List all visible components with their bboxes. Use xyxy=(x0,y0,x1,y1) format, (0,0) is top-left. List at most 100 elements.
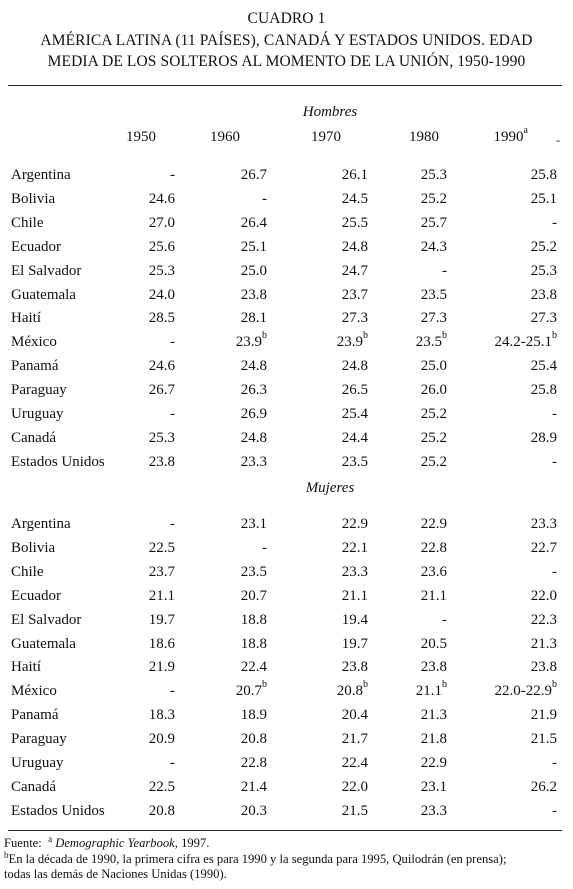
row-value-1950: 24.6 xyxy=(148,190,175,207)
row-value-1990: 22.7 xyxy=(530,539,557,556)
row-value-1960: 26.7 xyxy=(240,167,267,183)
table-row: Panamá 24.6 24.8 24.8 25.0 25.4 xyxy=(0,358,573,380)
table-row: Bolivia 24.6 - 24.5 25.2 25.1 xyxy=(0,191,573,213)
row-value-1980: 23.5b xyxy=(415,330,447,351)
footnote-marker: b xyxy=(442,679,447,691)
row-value-1970: 19.4 xyxy=(341,611,368,628)
row-country: Bolivia xyxy=(11,539,56,556)
table-row: Guatemala 18.6 18.8 19.7 20.5 21.3 xyxy=(0,636,573,658)
row-value-1950: - xyxy=(170,516,175,532)
row-country: Haití xyxy=(11,310,41,327)
row-value-1960: 25.0 xyxy=(240,262,267,279)
row-value-1980: 22.9 xyxy=(420,516,447,532)
row-value-1980: 23.1 xyxy=(420,778,447,795)
footnote-marker: b xyxy=(442,330,447,342)
row-country: Uruguay xyxy=(11,755,64,771)
row-value-1970: 22.9 xyxy=(341,516,368,532)
row-country: Paraguay xyxy=(11,382,67,399)
row-value-1970: 24.8 xyxy=(341,358,368,375)
col-header-1970: 1970 xyxy=(311,129,341,145)
row-country: México xyxy=(11,683,57,700)
table-row: Argentina - 23.1 22.9 22.9 23.3 xyxy=(0,516,573,538)
title-line-3: MEDIA DE LOS SOLTEROS AL MOMENTO DE LA U… xyxy=(47,53,526,70)
footnote-b: bEn la década de 1990, la primera cifra … xyxy=(4,849,507,866)
row-value-1970: 24.4 xyxy=(341,429,368,446)
table-row: Paraguay 20.9 20.8 21.7 21.8 21.5 xyxy=(0,731,573,753)
section-label-mujeres: Mujeres xyxy=(305,480,355,496)
row-value-1950: 23.8 xyxy=(148,453,175,470)
row-country: Uruguay xyxy=(11,406,64,422)
footnote-marker: b xyxy=(363,330,368,342)
row-value-1960: 23.8 xyxy=(240,286,267,303)
row-value-1990: - xyxy=(552,563,557,580)
row-value-1980: 22.8 xyxy=(420,539,447,556)
row-value-1950: - xyxy=(170,755,175,771)
row-value-1990: - xyxy=(552,755,557,771)
title-line-2: AMÉRICA LATINA (11 PAÍSES), CANADÁ Y EST… xyxy=(40,32,533,49)
row-value-1990: 25.3 xyxy=(530,262,557,279)
row-value-1970: 27.3 xyxy=(341,310,368,327)
row-value-1970: 21.5 xyxy=(341,802,368,819)
row-country: México xyxy=(11,334,57,351)
row-value-1990: 25.8 xyxy=(530,167,557,183)
row-value-1990: 23.3 xyxy=(530,516,557,532)
footnote-source: Fuente: a Demographic Yearbook, 1997. xyxy=(4,833,210,850)
row-country: El Salvador xyxy=(11,611,82,628)
row-value-1950: 23.7 xyxy=(148,563,175,580)
table-row: Chile 23.7 23.5 23.3 23.6 - xyxy=(0,564,573,586)
row-value-1950: 21.9 xyxy=(148,659,175,676)
footnote-marker: b xyxy=(363,679,368,691)
row-value-1980: 26.0 xyxy=(420,382,447,399)
col-header-1980: 1980 xyxy=(409,129,439,145)
row-value-1960: 23.3 xyxy=(240,453,267,470)
row-country: Bolivia xyxy=(11,190,56,207)
row-value-1980: 23.5 xyxy=(420,286,447,303)
row-value-1990: - xyxy=(552,802,557,819)
row-value-1990: 21.5 xyxy=(530,731,557,748)
row-value-1950: 20.8 xyxy=(148,802,175,819)
footnote-b-cont: todas las demás de Naciones Unidas (1990… xyxy=(4,867,227,881)
row-value-1980: 25.3 xyxy=(420,167,447,183)
row-value-1990: 25.2 xyxy=(530,238,557,255)
row-country: Chile xyxy=(11,214,44,231)
row-value-1990: 27.3 xyxy=(530,310,557,327)
row-value-1960: 26.3 xyxy=(240,382,267,399)
header-tick: - xyxy=(556,133,560,147)
table-row: El Salvador 19.7 18.8 19.4 - 22.3 xyxy=(0,612,573,634)
row-value-1960: 24.8 xyxy=(240,358,267,375)
table-row: Argentina - 26.7 26.1 25.3 25.8 xyxy=(0,167,573,189)
col-header-1960: 1960 xyxy=(210,129,240,145)
row-value-1980: 21.3 xyxy=(420,707,447,724)
table-row: Ecuador 21.1 20.7 21.1 21.1 22.0 xyxy=(0,588,573,610)
row-value-1960: 24.8 xyxy=(240,429,267,446)
row-country: Canadá xyxy=(11,429,56,446)
row-value-1980: 25.2 xyxy=(420,429,447,446)
row-value-1970: 21.7 xyxy=(341,731,368,748)
row-value-1960: 23.9b xyxy=(235,330,267,351)
row-country: Guatemala xyxy=(11,635,76,652)
row-value-1990: 24.2-25.1b xyxy=(494,330,558,351)
row-value-1980: 21.1 xyxy=(420,587,447,604)
row-value-1950: 18.3 xyxy=(148,707,175,724)
row-value-1950: 25.3 xyxy=(148,262,175,279)
row-value-1950: 24.0 xyxy=(148,286,175,303)
row-country: Paraguay xyxy=(11,731,67,748)
row-value-1960: 21.4 xyxy=(240,778,267,795)
row-country: Ecuador xyxy=(11,238,61,255)
title-line-1: CUADRO 1 xyxy=(247,10,326,27)
row-value-1980: 27.3 xyxy=(420,310,447,327)
row-value-1950: 25.6 xyxy=(148,238,175,255)
row-value-1970: 26.5 xyxy=(341,382,368,399)
row-value-1950: - xyxy=(170,406,175,422)
table-row: Panamá 18.3 18.9 20.4 21.3 21.9 xyxy=(0,707,573,729)
row-value-1980: 23.3 xyxy=(420,802,447,819)
row-value-1980: 25.0 xyxy=(420,358,447,375)
row-value-1990: 25.4 xyxy=(530,358,557,375)
row-value-1980: - xyxy=(442,262,447,279)
row-value-1970: 26.1 xyxy=(341,167,368,183)
row-value-1980: 25.2 xyxy=(420,406,447,422)
table-row: Haití 21.9 22.4 23.8 23.8 23.8 xyxy=(0,659,573,681)
row-value-1980: 22.9 xyxy=(420,755,447,771)
row-value-1970: 25.5 xyxy=(341,214,368,231)
row-value-1950: 21.1 xyxy=(148,587,175,604)
